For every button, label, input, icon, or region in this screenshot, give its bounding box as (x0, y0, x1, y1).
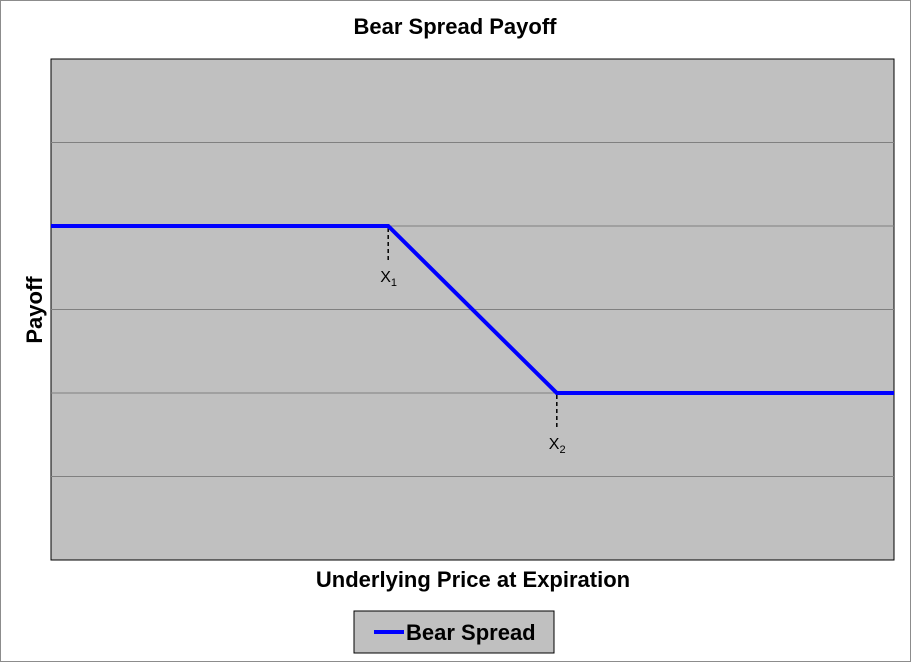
x-axis-title: Underlying Price at Expiration (316, 567, 630, 592)
strike-guides (387, 228, 558, 429)
series-layer (51, 224, 894, 395)
y-axis-title: Payoff (22, 276, 47, 344)
legend: Bear Spread (353, 610, 555, 654)
chart-title: Bear Spread Payoff (354, 14, 558, 39)
series-line-bear-spread (51, 224, 894, 395)
legend-label: Bear Spread (406, 620, 536, 645)
